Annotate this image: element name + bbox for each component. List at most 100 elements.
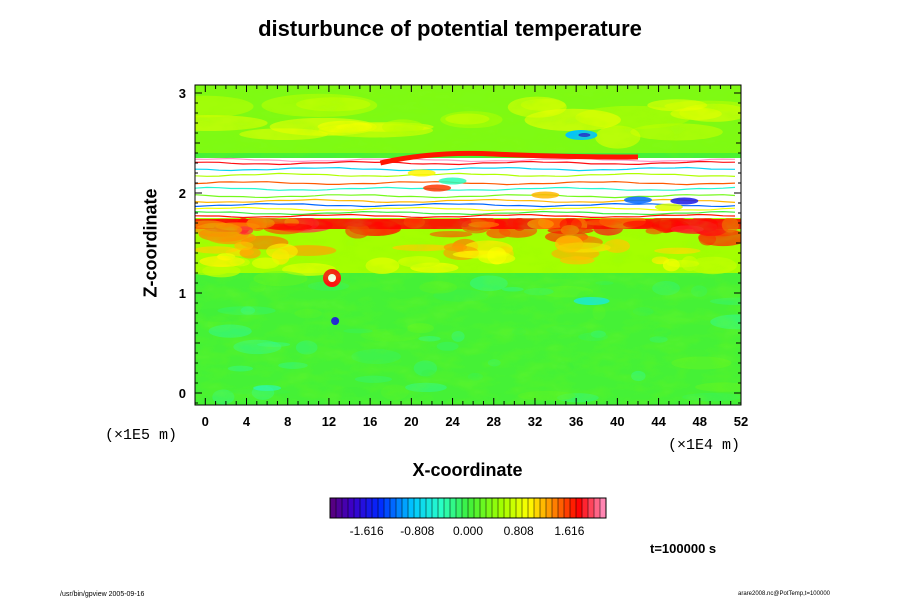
x-axis-label: X-coordinate [412, 460, 523, 480]
potential-temperature-field [195, 85, 741, 405]
x-tick-label: 52 [734, 414, 748, 429]
filament-line [195, 166, 736, 172]
colorbar-cell [336, 498, 343, 518]
colorbar-cell [600, 498, 607, 518]
colorbar-cell [498, 498, 505, 518]
filament-line [195, 210, 736, 216]
colorbar-tick-label: -0.808 [400, 524, 434, 538]
colorbar-cell [570, 498, 577, 518]
x-tick-label: 44 [651, 414, 666, 429]
x-axis-ticks: 0 4 8 12 16 20 24 28 32 36 40 44 48 52 [194, 85, 748, 429]
filament-line [195, 160, 736, 166]
colorbar-cell [492, 498, 499, 518]
layer-blob [531, 191, 560, 199]
colorbar-cell [564, 498, 571, 518]
colorbar-tick-label: 0.000 [453, 524, 483, 538]
colorbar-cell [558, 498, 565, 518]
colorbar-cell [516, 498, 523, 518]
colorbar-tick-label: -1.616 [350, 524, 384, 538]
filament-line [195, 172, 736, 178]
colorbar-cell [450, 498, 457, 518]
colorbar-cell [444, 498, 451, 518]
colorbar-tick-label: 1.616 [554, 524, 584, 538]
colorbar-cell [426, 498, 433, 518]
filament-line [195, 206, 736, 212]
colorbar-cell [384, 498, 391, 518]
x-tick-label: 24 [445, 414, 460, 429]
filament-line [195, 186, 736, 191]
colorbar-cell [528, 498, 535, 518]
filament-line [195, 202, 736, 208]
z-unit-label: (×1E5 m) [105, 427, 178, 444]
colorbar-cell [402, 498, 409, 518]
colorbar-cell [348, 498, 355, 518]
layer-blob [438, 177, 467, 185]
layer-blob [623, 196, 652, 204]
x-tick-label: 20 [404, 414, 418, 429]
filament-line [195, 157, 736, 163]
colorbar-cell [432, 498, 439, 518]
x-tick-label: 8 [284, 414, 291, 429]
colorbar-cell [462, 498, 469, 518]
colorbar-cell [420, 498, 427, 518]
y-tick-label: 2 [179, 186, 186, 201]
x-unit-label: (×1E4 m) [668, 437, 741, 454]
layer-blob [654, 203, 683, 211]
colorbar-cell [366, 498, 373, 518]
colorbar-cell [342, 498, 349, 518]
colorbar-cell [504, 498, 511, 518]
x-tick-label: 28 [487, 414, 501, 429]
colorbar-cell [546, 498, 553, 518]
colorbar-cell [480, 498, 487, 518]
colorbar-cell [582, 498, 589, 518]
filament-line [195, 213, 736, 219]
colorbar-cell [552, 498, 559, 518]
x-tick-label: 32 [528, 414, 542, 429]
y-tick-label: 0 [179, 386, 186, 401]
plot-frame [194, 84, 742, 406]
x-tick-label: 4 [243, 414, 251, 429]
colorbar-cell [474, 498, 481, 518]
colorbar-cell [468, 498, 475, 518]
x-tick-label: 48 [693, 414, 707, 429]
y-tick-label: 3 [179, 86, 186, 101]
layer-blob [423, 184, 452, 192]
colorbar-cell [594, 498, 601, 518]
colorbar-cell [396, 498, 403, 518]
x-tick-label: 16 [363, 414, 377, 429]
colorbar-cell [576, 498, 583, 518]
colorbar-cell [510, 498, 517, 518]
colorbar-cell [390, 498, 397, 518]
colorbar: -1.616 -0.808 0.000 0.808 1.616 [329, 497, 607, 538]
colorbar-cell [534, 498, 541, 518]
footer-left: /usr/bin/gpview 2005-09-16 [60, 591, 145, 598]
colorbar-cell [588, 498, 595, 518]
chart-title: disturbunce of potential temperature [258, 16, 642, 41]
layer-blob [407, 169, 436, 177]
colorbar-cell [540, 498, 547, 518]
x-tick-label: 12 [322, 414, 336, 429]
colorbar-cell [378, 498, 385, 518]
colorbar-cell [330, 498, 337, 518]
turbulence-overlay [195, 85, 741, 405]
x-tick-label: 40 [610, 414, 624, 429]
colorbar-cell [456, 498, 463, 518]
colorbar-cell [486, 498, 493, 518]
filament-line [195, 194, 736, 199]
layer-blob [670, 197, 699, 205]
y-axis-ticks: 0 1 2 3 [179, 86, 741, 404]
colorbar-cell [354, 498, 361, 518]
colorbar-cell [372, 498, 379, 518]
x-tick-label: 36 [569, 414, 583, 429]
colorbar-cell [414, 498, 421, 518]
colorbar-cell [360, 498, 367, 518]
colorbar-tick-label: 0.808 [504, 524, 534, 538]
x-tick-label: 0 [202, 414, 209, 429]
time-label: t=100000 s [650, 541, 717, 556]
colorbar-cell [522, 498, 529, 518]
colorbar-cell [408, 498, 415, 518]
red-arch [379, 150, 638, 166]
footer-right: arare2008.nc@PotTemp,t=100000 [738, 591, 830, 597]
y-tick-label: 1 [179, 286, 186, 301]
